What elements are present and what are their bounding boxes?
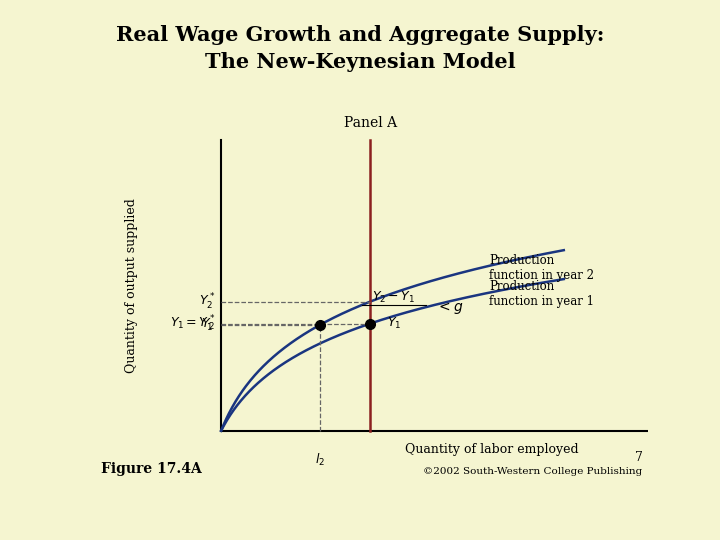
Text: The New-Keynesian Model: The New-Keynesian Model bbox=[204, 52, 516, 72]
Text: $Y_2 - Y_1$: $Y_2 - Y_1$ bbox=[372, 290, 415, 305]
Text: $< g$: $< g$ bbox=[436, 300, 463, 316]
Text: Panel A: Panel A bbox=[343, 116, 397, 130]
Text: Quantity of labor employed: Quantity of labor employed bbox=[405, 443, 579, 456]
Text: 7: 7 bbox=[634, 451, 642, 464]
Text: $Y_1 = Y_1^*$: $Y_1 = Y_1^*$ bbox=[170, 314, 215, 334]
Text: ©2002 South-Western College Publishing: ©2002 South-Western College Publishing bbox=[423, 468, 642, 476]
Text: $Y_2^*$: $Y_2^*$ bbox=[199, 292, 215, 312]
Text: Real Wage Growth and Aggregate Supply:: Real Wage Growth and Aggregate Supply: bbox=[116, 25, 604, 45]
Text: $Y_1$: $Y_1$ bbox=[387, 316, 401, 332]
Text: $l_2$: $l_2$ bbox=[315, 451, 325, 468]
Text: Figure 17.4A: Figure 17.4A bbox=[101, 462, 202, 476]
Text: Production
function in year 2: Production function in year 2 bbox=[489, 254, 594, 281]
Text: Production
function in year 1: Production function in year 1 bbox=[489, 280, 594, 308]
Text: $Y_2$: $Y_2$ bbox=[202, 317, 215, 332]
Text: Quantity of output supplied: Quantity of output supplied bbox=[125, 198, 138, 373]
